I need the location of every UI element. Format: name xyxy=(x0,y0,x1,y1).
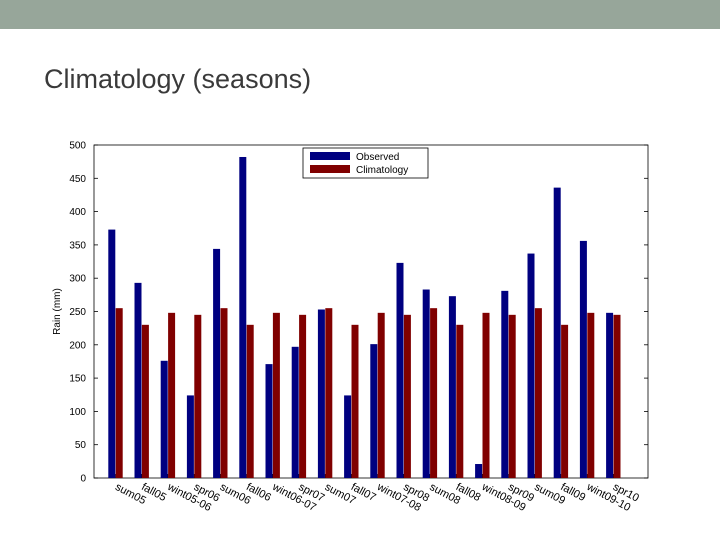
y-tick-label: 300 xyxy=(69,274,86,285)
y-axis-label: Rain (mm) xyxy=(52,288,63,335)
bar-observed xyxy=(422,289,430,478)
y-tick-label: 250 xyxy=(69,307,86,318)
chart-bars xyxy=(108,156,621,478)
y-tick-label: 400 xyxy=(69,207,86,218)
bar-climatology xyxy=(325,308,333,478)
bar-observed xyxy=(475,464,483,478)
chart-legend: Observed Climatology xyxy=(302,147,429,179)
bar-observed xyxy=(606,312,614,478)
slide-title: Climatology (seasons) xyxy=(44,64,312,94)
top-accent-bar xyxy=(0,0,720,29)
y-tick-label: 50 xyxy=(75,440,87,451)
bar-observed xyxy=(213,248,221,478)
bar-observed xyxy=(501,290,509,478)
bar-observed xyxy=(579,240,587,478)
bar-observed xyxy=(160,360,168,478)
bar-observed xyxy=(396,262,404,478)
bar-observed xyxy=(317,309,325,478)
bar-climatology xyxy=(299,314,307,478)
y-tick-label: 200 xyxy=(69,340,86,351)
bar-climatology xyxy=(508,314,516,478)
bar-climatology xyxy=(456,324,464,478)
bar-climatology xyxy=(561,324,569,478)
bar-climatology xyxy=(403,314,411,478)
bar-observed xyxy=(186,395,194,478)
bar-observed xyxy=(553,187,561,478)
bar-climatology xyxy=(534,308,542,478)
bar-climatology xyxy=(115,308,123,478)
bar-climatology xyxy=(194,314,202,478)
bar-observed xyxy=(370,344,378,478)
y-tick-label: 500 xyxy=(69,141,86,152)
chart-labels: sum05fall05wint05-06spr06sum06fall06wint… xyxy=(113,481,641,514)
bar-observed xyxy=(448,296,456,478)
bar-climatology xyxy=(168,312,176,478)
bar-climatology xyxy=(613,314,621,478)
legend-swatch-climatology xyxy=(310,165,350,173)
legend-swatch-observed xyxy=(310,152,350,160)
y-tick-label: 350 xyxy=(69,240,86,251)
bar-climatology xyxy=(482,312,490,478)
y-tick-label: 100 xyxy=(69,407,86,418)
bar-observed xyxy=(344,395,352,478)
bar-observed xyxy=(239,156,247,478)
y-tick-label: 0 xyxy=(80,474,86,485)
bar-climatology xyxy=(272,312,280,478)
bar-climatology xyxy=(246,324,254,478)
bar-observed xyxy=(134,282,142,478)
bar-climatology xyxy=(377,312,385,478)
bar-observed xyxy=(265,364,273,478)
bar-observed xyxy=(291,346,299,478)
legend-label-observed: Observed xyxy=(356,152,399,163)
bar-observed xyxy=(527,253,535,478)
y-tick-label: 450 xyxy=(69,174,86,185)
bar-climatology xyxy=(220,308,228,478)
chart-axes: 0 50 100 150 200 250 300 350 400 450 500 Rain (mm) xyxy=(52,141,649,485)
bar-observed xyxy=(108,229,116,478)
bar-climatology xyxy=(351,324,359,478)
bar-climatology xyxy=(141,324,149,478)
y-tick-label: 150 xyxy=(69,374,86,385)
bar-climatology xyxy=(587,312,595,478)
legend-label-climatology: Climatology xyxy=(356,165,408,176)
bar-climatology xyxy=(430,308,438,478)
